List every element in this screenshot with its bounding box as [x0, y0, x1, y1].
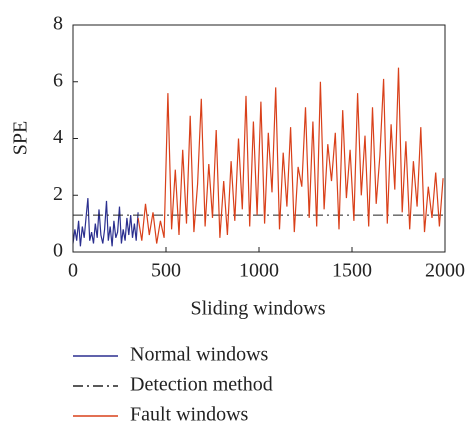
y-axis-label: SPE: [10, 121, 32, 155]
x-tick-label: 1500: [332, 260, 372, 282]
y-tick-label: 0: [53, 240, 63, 262]
x-tick-label: 0: [68, 260, 78, 282]
x-tick-label: 2000: [425, 260, 465, 282]
series-line: [137, 67, 444, 244]
x-tick-label: 1000: [239, 260, 279, 282]
legend-label: Detection method: [130, 374, 273, 396]
y-tick-label: 4: [53, 126, 63, 148]
x-axis-label: Sliding windows: [190, 298, 325, 320]
y-tick-label: 8: [53, 13, 63, 35]
plot-frame: [72, 24, 446, 253]
y-tick-label: 6: [53, 69, 63, 91]
y-tick-label: 2: [53, 183, 63, 205]
legend-label: Normal windows: [130, 344, 269, 366]
x-tick-label: 500: [151, 260, 181, 282]
series-line: [72, 198, 139, 247]
legend-label: Fault windows: [130, 404, 249, 426]
